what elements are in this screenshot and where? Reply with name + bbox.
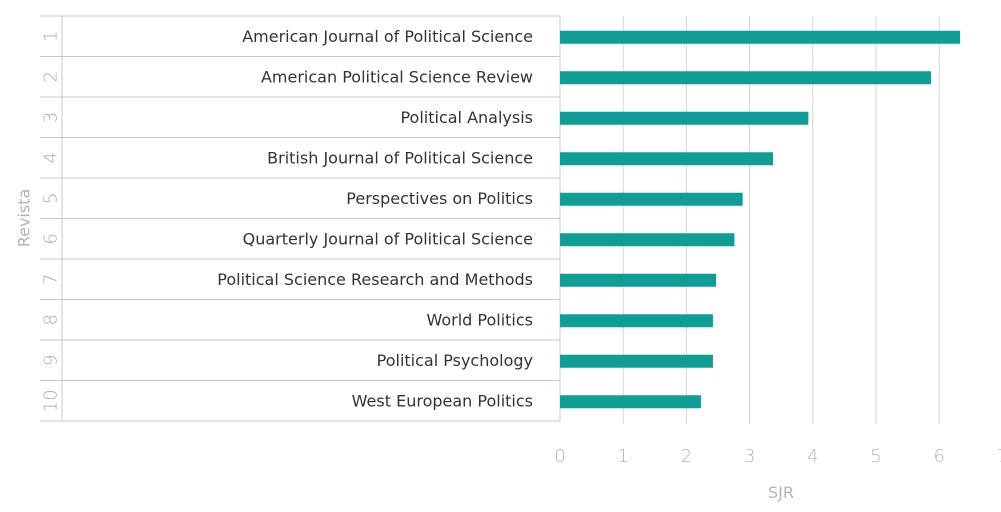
bar [560,314,713,328]
rank-label: 3 [41,112,62,123]
category-label: British Journal of Political Science [267,148,533,167]
bar [560,30,961,44]
x-axis-ticks: 0 1 2 3 4 5 6 7 [554,446,1001,467]
x-tick-label: 4 [807,446,818,467]
category-table: 1 American Journal of Political Science 2 A… [40,15,561,422]
x-axis-title: SJR [768,483,794,502]
x-tick-label: 6 [933,446,944,467]
bar [560,233,735,247]
category-label: Political Science Research and Methods [217,270,533,289]
category-label: Quarterly Journal of Political Science [243,229,533,248]
x-tick-label: 7 [997,446,1001,467]
x-tick-label: 0 [554,446,565,467]
y-axis-title: Revista [15,189,34,248]
category-label: West European Politics [352,391,533,410]
category-label: Political Analysis [400,108,533,127]
x-tick-label: 1 [617,446,628,467]
bars [560,30,961,409]
bar [560,354,713,368]
rank-label: 8 [41,314,62,325]
category-label: American Journal of Political Science [242,27,533,46]
bar [560,71,931,85]
category-label: American Political Science Review [261,67,533,86]
rank-label: 2 [41,71,62,82]
bar [560,273,717,287]
rank-label: 6 [41,233,62,244]
rank-label: 5 [41,193,62,204]
x-tick-label: 3 [744,446,755,467]
bar [560,152,773,166]
bar [560,395,701,409]
category-label: World Politics [426,310,533,329]
x-tick-label: 5 [870,446,881,467]
category-label: Perspectives on Politics [346,189,533,208]
rank-label: 4 [41,152,62,163]
x-tick-label: 2 [681,446,692,467]
category-label: Political Psychology [377,351,533,370]
rank-label: 1 [41,31,62,42]
bar [560,111,809,125]
bar [560,192,743,206]
rank-label: 9 [41,355,62,366]
rank-label: 10 [41,389,62,412]
rank-label: 7 [41,274,62,285]
